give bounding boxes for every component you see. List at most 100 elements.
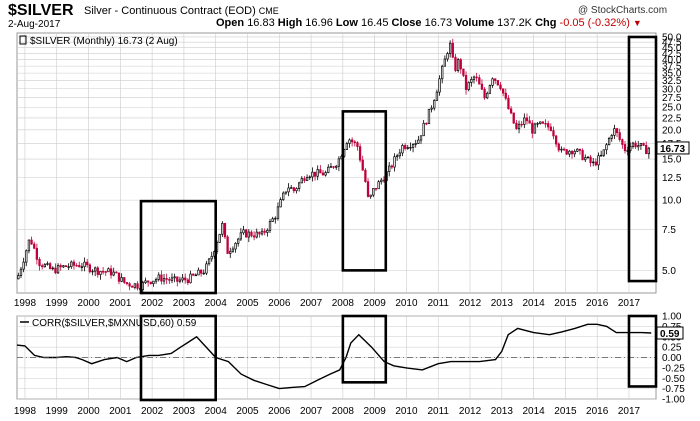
corr-y-tick-label: -1.00 [662, 395, 685, 406]
candle-body [255, 231, 258, 238]
candle [350, 137, 354, 147]
candle [417, 135, 420, 144]
candle [287, 183, 290, 197]
candle-body [46, 263, 49, 265]
candle [231, 246, 235, 253]
candle-body [287, 187, 290, 193]
candle [112, 267, 115, 277]
candle [178, 276, 182, 284]
candle [266, 228, 269, 237]
volume-label: Volume [455, 17, 495, 29]
candle [133, 283, 137, 290]
price-y-tick-label: 45.0 [662, 43, 682, 54]
last-price-label: 16.73 [660, 144, 685, 155]
price-y-tick-label: 32.5 [662, 76, 682, 87]
candle [210, 251, 213, 262]
candle-body [618, 132, 621, 140]
candle-body [361, 159, 364, 171]
candle [263, 228, 266, 236]
down-triangle-icon: ▼ [632, 18, 642, 28]
candle-body [499, 84, 502, 90]
corr-x-tick-label: 1998 [14, 406, 37, 417]
candle-body [467, 82, 470, 90]
candle-body [427, 108, 431, 125]
candle-body [578, 148, 582, 151]
candle-body [146, 280, 150, 283]
corr-y-tick-label: -0.75 [662, 384, 685, 395]
candle [390, 164, 394, 170]
candle [303, 176, 306, 183]
candle [168, 276, 171, 284]
corr-x-tick-label: 2003 [173, 406, 196, 417]
candle-body [305, 177, 309, 181]
candle [19, 266, 23, 279]
price-x-tick-label: 1998 [14, 298, 37, 309]
candle-body [388, 165, 391, 172]
candle-body [353, 141, 356, 144]
candle-body [486, 92, 489, 99]
candle-body [154, 278, 158, 282]
candle-body [86, 261, 89, 266]
candle-body [438, 78, 441, 93]
candle-body [128, 283, 131, 287]
candle-body [356, 142, 359, 147]
candle-body [234, 242, 237, 250]
candle [292, 186, 295, 194]
candle [369, 194, 372, 199]
last-price-tag [656, 141, 690, 155]
candle-body [472, 76, 476, 80]
corr-x-tick-label: 2017 [618, 406, 641, 417]
candle-body [41, 265, 44, 268]
candle-body [483, 88, 486, 99]
candle-body [541, 121, 545, 124]
corr-x-tick-label: 2010 [395, 406, 418, 417]
candle-body [157, 274, 160, 280]
candle-body [62, 265, 65, 268]
candle [451, 38, 454, 59]
candle-body [464, 75, 468, 90]
symbol-title: $SILVER [8, 2, 74, 19]
candle [300, 176, 303, 184]
candle-body [480, 83, 484, 90]
price-x-tick-label: 2014 [522, 298, 545, 309]
candle [597, 152, 600, 170]
candle-body [192, 273, 195, 276]
candle [99, 270, 102, 280]
candle-body [562, 148, 566, 151]
candle-body [245, 229, 248, 238]
candle [592, 158, 595, 167]
low-label: Low [335, 17, 358, 29]
candle [250, 230, 253, 238]
price-x-tick-label: 2017 [618, 298, 641, 309]
corr-x-tick-label: 2016 [586, 406, 609, 417]
candle [520, 120, 523, 128]
highlight-box [627, 314, 658, 388]
candle [528, 115, 531, 124]
candle-body [33, 243, 36, 249]
candle [547, 120, 550, 131]
candle [475, 72, 478, 82]
candle-body [64, 265, 68, 268]
candle-body [48, 263, 52, 270]
candle-body [115, 271, 118, 274]
candle-body [292, 187, 295, 192]
candle-body [560, 148, 563, 151]
candle-body [17, 275, 20, 280]
candle [38, 257, 41, 271]
candle-body [350, 139, 354, 143]
candle [46, 261, 49, 266]
candle [202, 269, 205, 275]
candle [634, 140, 637, 149]
copyright-label: @ StockCharts.com [578, 5, 668, 16]
candle-body [597, 155, 600, 166]
candle [80, 262, 84, 272]
candle-body [112, 271, 115, 276]
candle-body [570, 150, 574, 155]
candle [573, 149, 576, 158]
candle [356, 141, 359, 151]
candle [517, 120, 521, 134]
candle-body [517, 123, 521, 130]
candle [329, 163, 333, 168]
candle [62, 264, 65, 269]
price-x-tick-label: 2007 [300, 298, 323, 309]
